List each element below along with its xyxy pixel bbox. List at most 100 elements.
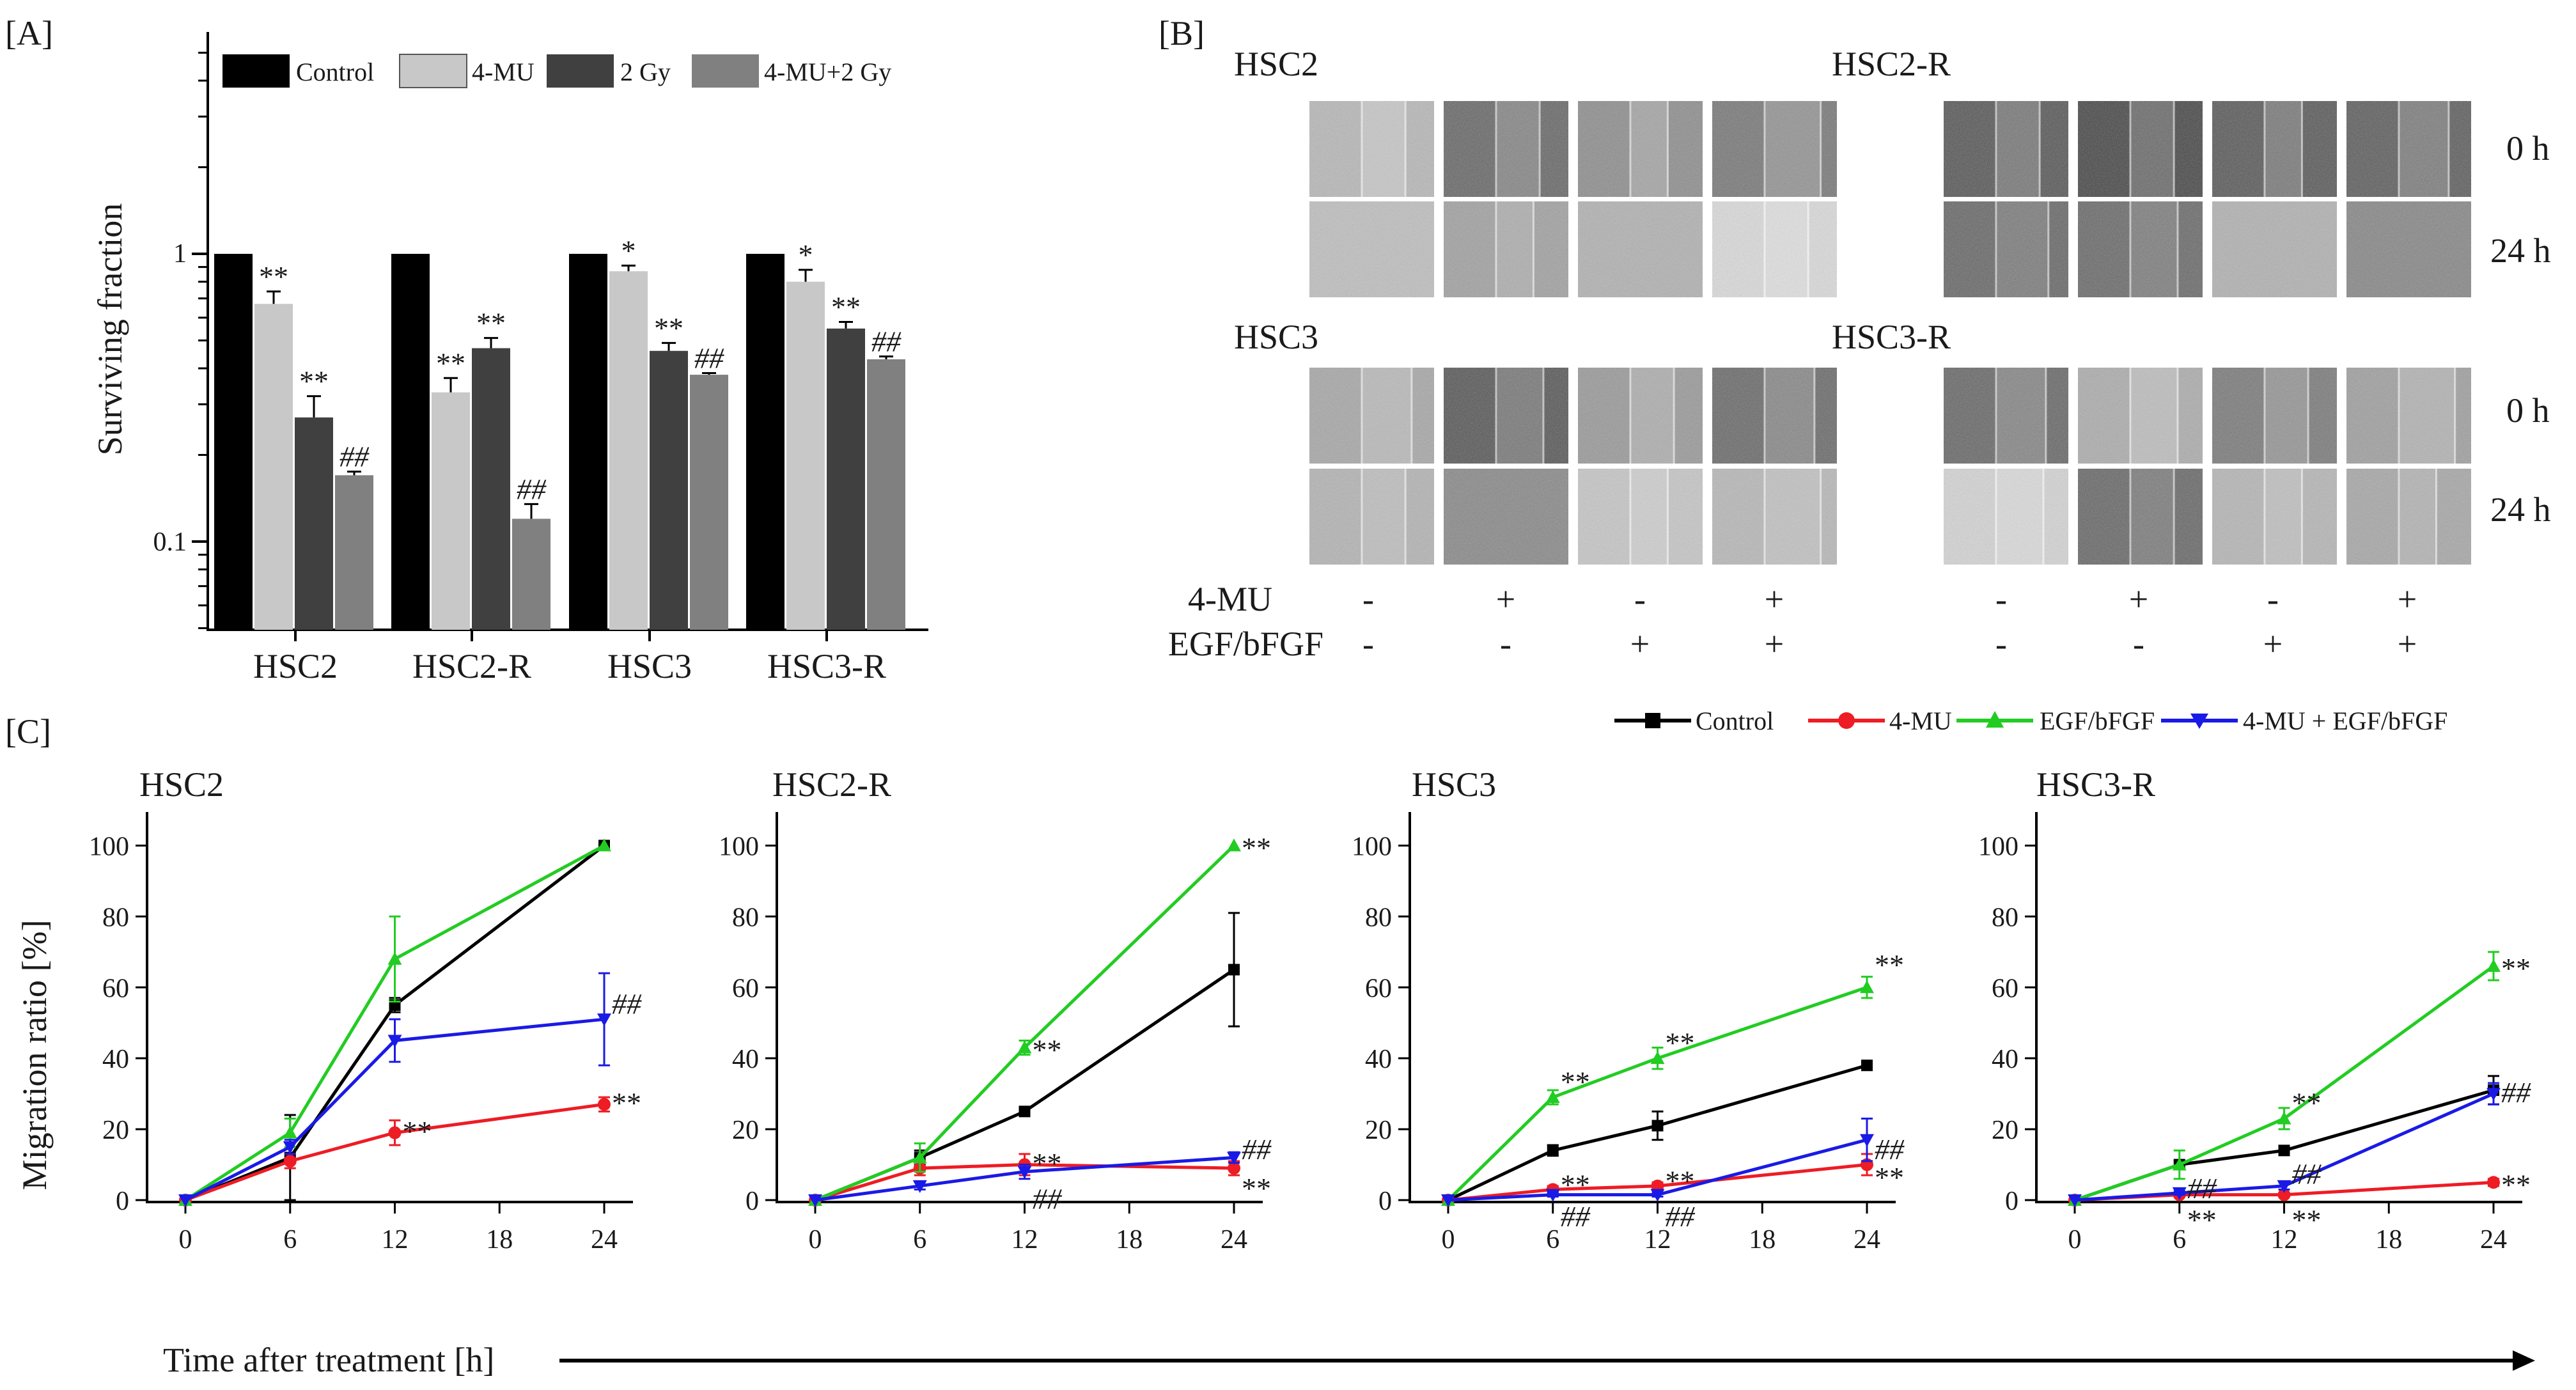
x-tick-label: 24 [1221,1225,1247,1254]
micrograph-texture [1712,469,1837,565]
panel-a-legend: Control 4-MU 2 Gy 4-MU+2 Gy [222,54,891,88]
scratch-gap [2130,469,2174,565]
panel-b-micrographs: HSC2 HSC2-R HSC3 HSC3-R 0 h 24 h 0 h 24 … [1168,45,2551,663]
panel-c-legend: Control 4-MU EGF/bFGF 4-MU + EGF/bFGF [1614,707,2447,735]
data-point [178,1194,192,1207]
series-line-4-mu [185,1102,605,1202]
treatment-sign-4mu: + [1496,580,1515,618]
bar-4-mu [432,392,470,630]
micrograph-texture [1944,368,2068,464]
micrograph-texture [2212,469,2337,565]
chart-title: HSC3 [1412,765,1496,804]
scratch-gap [1995,101,2040,197]
scratch-gap [2130,368,2178,464]
series-line-4-mu-egf-bfgf [2074,1092,2495,1202]
x-tick-label: 0 [809,1225,822,1254]
data-point [597,838,611,852]
legend-label: 2 Gy [620,58,671,86]
data-point [2172,1187,2187,1200]
legend-swatch-control [222,54,290,88]
scratch-gap [1764,101,1821,197]
bar-2-gy [472,348,510,630]
legend-marker [1645,713,1660,728]
legend-swatch-4mu-2gy [692,54,759,88]
scratch-gap [1361,469,1406,565]
micrograph-texture [2212,368,2337,464]
data-point [2277,1111,2291,1125]
x-tick-label: 12 [1011,1225,1038,1254]
y-tick-label: 0 [1378,1187,1392,1216]
micrograph-texture [1578,469,1703,565]
legend-marker [1986,711,2004,728]
x-tick-label: 12 [382,1225,409,1254]
scratch-gap [2130,101,2174,197]
x-tick-label: 24 [591,1225,618,1254]
x-tick-label: 12 [1644,1225,1671,1254]
micrograph-texture [2346,101,2471,197]
data-point [283,1125,297,1139]
significance-mark: ** [403,1115,432,1148]
significance-mark: ** [1666,1026,1695,1059]
significance-mark: ** [2292,1204,2322,1237]
y-tick-label: 0 [745,1187,759,1216]
micrograph-texture [1944,101,2068,197]
significance-mark: ** [1242,831,1271,864]
scratch-gap [2130,201,2178,297]
scratch-gap [2264,101,2302,197]
micrograph-texture [2078,201,2203,297]
micrograph-texture [1444,368,1568,464]
data-point [1441,1194,1455,1207]
significance-mark: ## [1561,1200,1591,1233]
significance-mark: ## [612,987,642,1020]
bar-4-mu [609,271,648,630]
panel-c-line-charts: Migration ratio [%] HSC2 HSC2-R HSC3 HSC… [15,765,2531,1254]
significance-mark: ## [871,325,902,357]
y-tick-label: 80 [102,903,129,932]
significance-mark: ** [1033,1034,1062,1066]
series-line-4-mu-egf-bfgf [815,1155,1235,1202]
significance-mark: ## [2501,1076,2531,1109]
legend-label: 4-MU [1889,707,1952,735]
panel-a-category-label: HSC2 [253,647,338,685]
data-point [388,1126,402,1139]
significance-mark: ** [2292,1087,2322,1120]
scratch-gap [1764,201,1809,297]
data-point [2487,1176,2500,1189]
x-tick-label: 0 [1442,1225,1455,1254]
data-point [1860,1134,1874,1147]
significance-mark: ## [1666,1200,1696,1233]
legend-swatch-4mu [399,54,467,88]
series-line-egf-bfgf [1447,985,1868,1201]
significance-mark: ** [831,290,861,323]
data-point [598,1098,611,1111]
panel-a-ytick-label: 1 [173,239,187,269]
y-tick-label: 0 [116,1187,129,1216]
treatment-sign-4mu: - [1362,580,1374,618]
series-line-control [185,844,605,1202]
data-point [2172,1157,2187,1171]
significance-mark: ## [517,472,547,505]
x-tick-label: 0 [179,1225,192,1254]
data-point [2278,1144,2290,1157]
y-tick-label: 20 [102,1116,129,1145]
scratch-gap [2264,469,2302,565]
micrograph-texture [1444,101,1568,197]
y-tick-label: 20 [1992,1116,2018,1145]
timepoint-label: 24 h [2490,490,2551,529]
series-line-4-mu [1448,1163,1868,1202]
micrograph-texture [1944,469,2068,565]
bar-4-mu-2-gy [690,375,728,630]
bar-4-mu [786,281,825,630]
treatment-sign-egf: - [2133,625,2144,663]
bar-control [214,254,253,630]
scratch-gap [1995,469,2043,565]
significance-mark: ** [1666,1165,1695,1198]
micrograph-texture [2346,201,2471,297]
significance-mark: ** [1561,1168,1590,1201]
data-point [1860,980,1874,994]
panel-a-category-label: HSC3 [607,647,692,685]
x-tick-label: 6 [2173,1225,2186,1254]
micrograph-texture [1712,368,1837,464]
micrograph-texture [2078,101,2203,197]
x-tick-label: 18 [486,1225,513,1254]
